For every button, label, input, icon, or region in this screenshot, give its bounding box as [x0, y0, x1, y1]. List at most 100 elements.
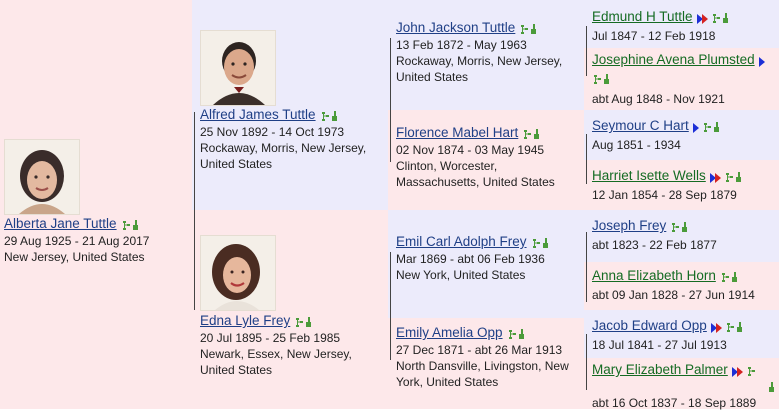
family-tree-icon[interactable] [523, 129, 532, 140]
person-name-link[interactable]: Emily Amelia Opp [396, 325, 503, 340]
person-name-link[interactable]: Mary Elizabeth Palmer [592, 362, 728, 377]
ggp-panel-6 [584, 310, 779, 358]
person-place: New Jersey, United States [4, 249, 145, 264]
root-photo[interactable] [4, 139, 80, 215]
person-grandparent: Emily Amelia Opp 27 Dec 1871 - abt 26 Ma… [396, 325, 569, 390]
descendants-icon[interactable] [132, 220, 139, 231]
person-place: Rockaway, Morris, New Jersey, [200, 140, 367, 155]
person-icons [519, 21, 537, 37]
mother-photo[interactable] [200, 235, 276, 311]
family-tree-icon[interactable] [703, 122, 712, 133]
descendants-icon[interactable] [533, 129, 540, 140]
person-name-link[interactable]: John Jackson Tuttle [396, 20, 516, 35]
descendants-icon[interactable] [518, 329, 525, 340]
portrait-icon [19, 150, 65, 214]
person-name-link[interactable]: Alfred James Tuttle [200, 107, 316, 122]
more-ancestors-icon[interactable] [736, 366, 743, 377]
person-dates: 12 Jan 1854 - 28 Sep 1879 [592, 187, 737, 202]
portrait-icon [212, 244, 260, 310]
more-ancestors-icon[interactable] [758, 56, 765, 67]
descendants-icon[interactable] [530, 24, 537, 35]
person-icons [121, 217, 139, 233]
connector-ggp-0 [586, 26, 587, 76]
person-name-link[interactable]: Joseph Frey [592, 218, 667, 233]
person-name-link[interactable]: Seymour C Hart [592, 118, 689, 133]
descendants-icon[interactable] [736, 322, 743, 333]
ggp-panel-1 [584, 48, 779, 110]
gp-panel-0 [388, 0, 584, 110]
descendants-icon[interactable] [722, 13, 729, 24]
more-ancestors-icon[interactable] [715, 322, 722, 333]
person-name-link[interactable]: Edmund H Tuttle [592, 9, 693, 24]
more-ancestors-icon[interactable] [714, 172, 721, 183]
person-dates: Aug 1851 - 1934 [592, 137, 681, 152]
person-name-link[interactable]: Anna Elizabeth Horn [592, 268, 716, 283]
person-great-grandparent: Edmund H Tuttle Jul 1847 - 12 Feb 1918 [592, 9, 729, 44]
family-tree-icon[interactable] [671, 222, 680, 233]
family-tree-icon[interactable] [508, 329, 517, 340]
person-name-link[interactable]: Alberta Jane Tuttle [4, 216, 117, 231]
person-dates: abt 1823 - 22 Feb 1877 [592, 237, 717, 252]
person-name-link[interactable]: Josephine Avena Plumsted [592, 52, 755, 67]
person-name-link[interactable]: Florence Mabel Hart [396, 125, 519, 140]
more-ancestors-icon[interactable] [709, 172, 716, 183]
descendants-icon[interactable] [603, 74, 610, 85]
person-dates: 13 Feb 1872 - May 1963 [396, 37, 527, 52]
family-tree-icon[interactable] [122, 220, 131, 231]
ggp-panel-0 [584, 0, 779, 48]
person-great-grandparent: Jacob Edward Opp 18 Jul 1841 - 27 Jul 19… [592, 318, 743, 353]
family-tree-icon[interactable] [593, 74, 602, 85]
father-photo[interactable] [200, 30, 276, 106]
more-ancestors-icon[interactable] [710, 322, 717, 333]
family-tree-icon[interactable] [726, 322, 735, 333]
person-place: Rockaway, Morris, New Jersey, [396, 53, 563, 68]
family-tree-icon[interactable] [321, 111, 330, 122]
more-ancestors-icon[interactable] [692, 122, 699, 133]
family-tree-icon[interactable] [747, 366, 756, 377]
person-name-link[interactable]: Emil Carl Adolph Frey [396, 234, 527, 249]
descendants-icon[interactable] [681, 222, 688, 233]
descendants-icon[interactable] [305, 317, 312, 328]
more-ancestors-icon[interactable] [731, 366, 738, 377]
person-icons [710, 319, 743, 335]
person-icons [692, 119, 720, 135]
person-great-grandparent: Josephine Avena Plumsted abt Aug 1848 - … [592, 52, 765, 107]
descendants-icon[interactable] [331, 111, 338, 122]
person-icons [522, 126, 540, 142]
descendants-icon[interactable] [731, 272, 738, 283]
ggp-panel-4 [584, 210, 779, 262]
person-name-link[interactable]: Edna Lyle Frey [200, 313, 291, 328]
family-tree-icon[interactable] [712, 13, 721, 24]
person-place-cont: York, United States [396, 374, 499, 389]
person-dates: 25 Nov 1892 - 14 Oct 1973 [200, 124, 345, 139]
more-ancestors-icon[interactable] [701, 13, 708, 24]
person-dates: abt Aug 1848 - Nov 1921 [592, 91, 725, 106]
family-tree-icon[interactable] [721, 272, 730, 283]
connector-gp-father [390, 38, 391, 162]
family-tree-icon[interactable] [295, 317, 304, 328]
person-place: Newark, Essex, New Jersey, [200, 346, 352, 361]
more-ancestors-icon[interactable] [696, 13, 703, 24]
person-place-cont: United States [200, 362, 273, 377]
person-icons [320, 108, 338, 124]
person-name-link[interactable]: Harriet Isette Wells [592, 168, 706, 183]
family-tree-icon[interactable] [532, 238, 541, 249]
person-great-grandparent: Mary Elizabeth Palmer abt 16 Oct 1837 - … [592, 362, 775, 411]
person-icons-row [592, 71, 765, 87]
descendants-icon[interactable] [735, 172, 742, 183]
connector-ggp-2 [586, 232, 587, 302]
person-dates: 20 Jul 1895 - 25 Feb 1985 [200, 330, 341, 345]
ggp-panel-5 [584, 262, 779, 310]
person-name-link[interactable]: Jacob Edward Opp [592, 318, 707, 333]
person-icons [531, 235, 549, 251]
descendants-icon[interactable] [713, 122, 720, 133]
person-dates: Mar 1869 - abt 06 Feb 1936 [396, 251, 545, 266]
family-tree-icon[interactable] [725, 172, 734, 183]
person-mother: Edna Lyle Frey 20 Jul 1895 - 25 Feb 1985… [200, 313, 352, 378]
ggp-panel-3 [584, 160, 779, 210]
person-icons [720, 269, 738, 285]
descendants-icon[interactable] [542, 238, 549, 249]
person-dates: Jul 1847 - 12 Feb 1918 [592, 28, 716, 43]
descendants-icon[interactable] [768, 382, 775, 393]
family-tree-icon[interactable] [520, 24, 529, 35]
